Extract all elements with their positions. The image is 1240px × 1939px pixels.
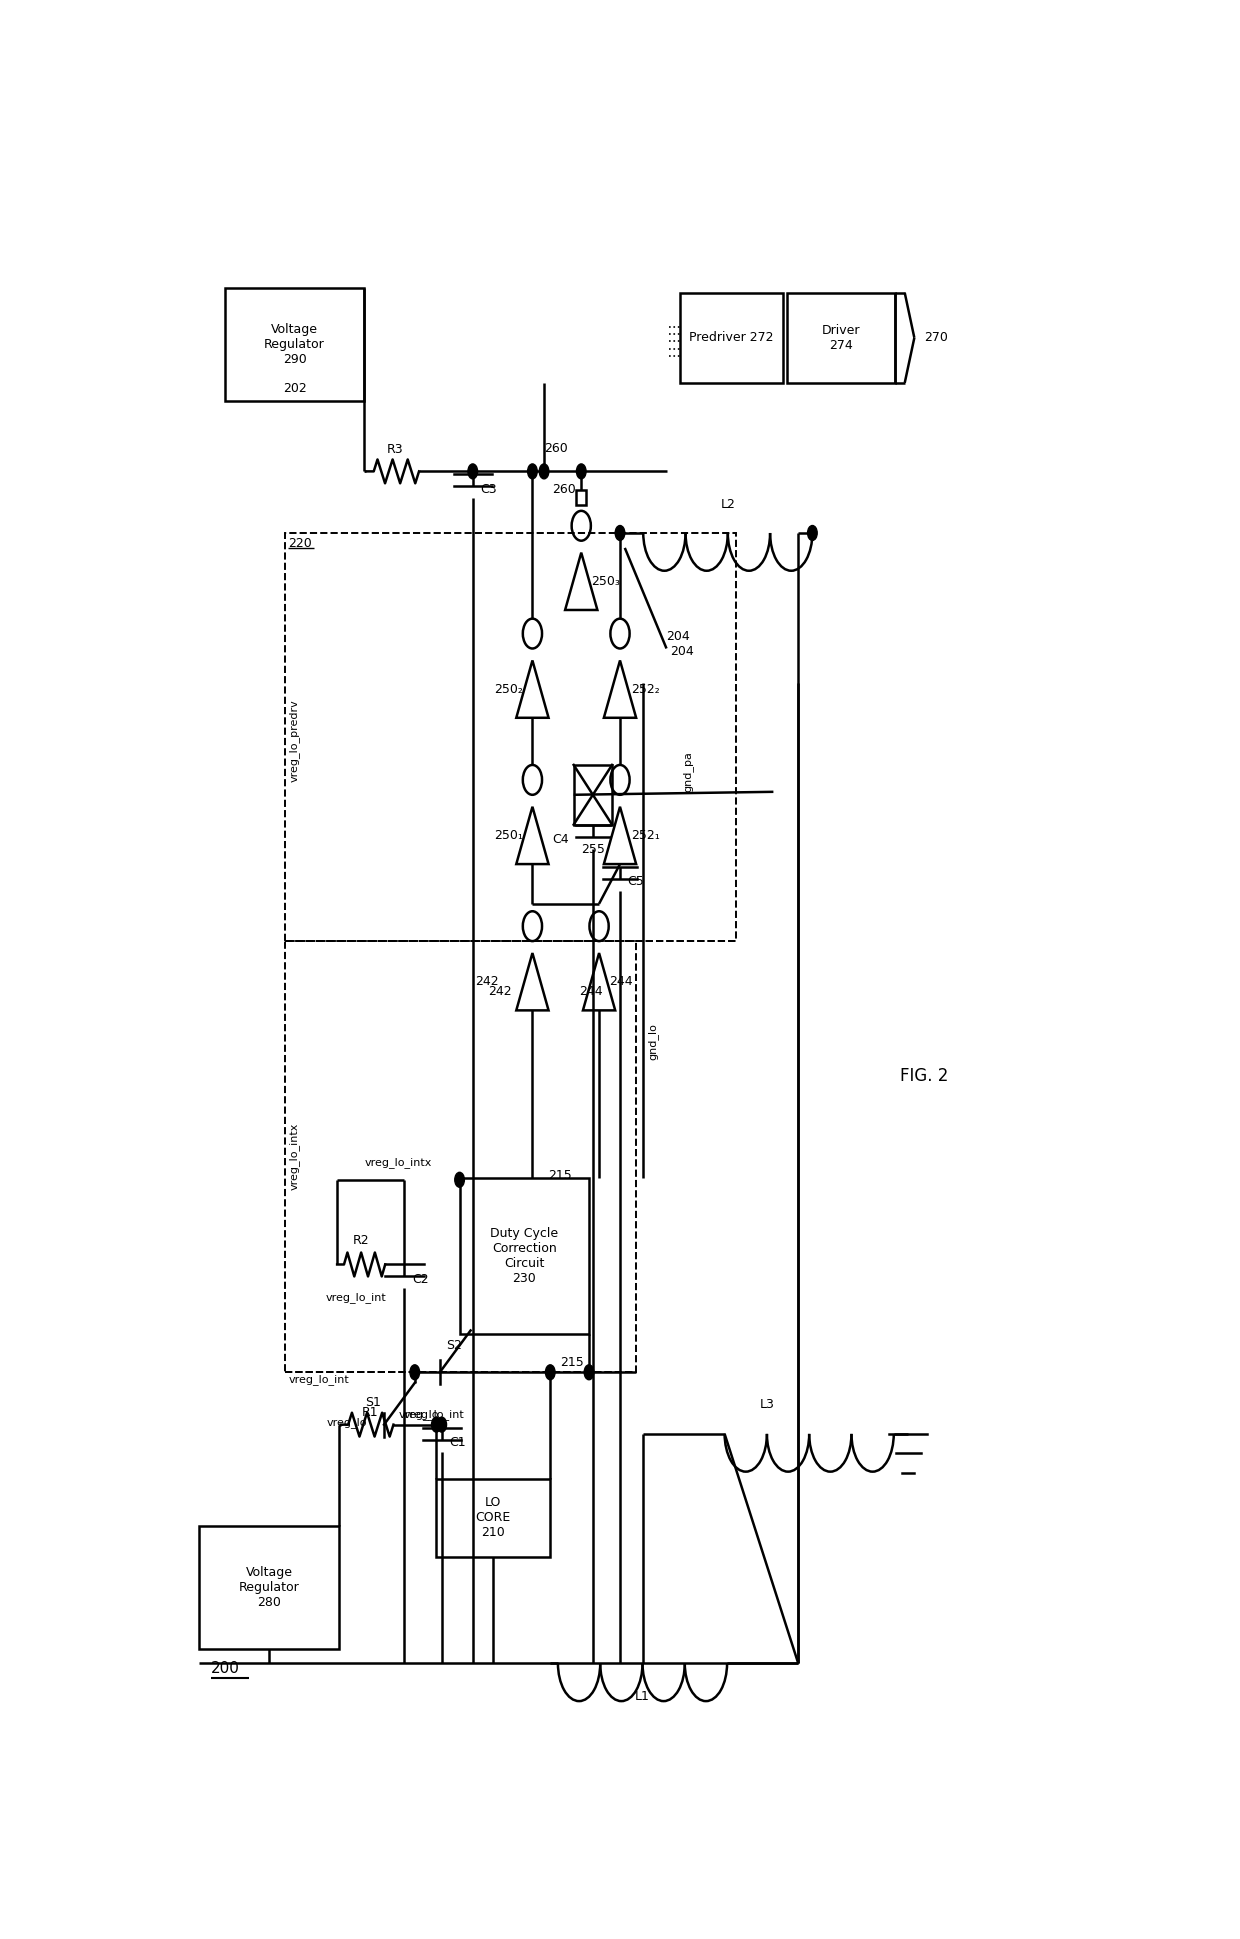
Bar: [786, 293, 895, 382]
Circle shape: [615, 525, 625, 541]
Text: vreg_lo: vreg_lo: [327, 1417, 367, 1427]
Circle shape: [539, 463, 549, 479]
Text: 204: 204: [667, 630, 691, 644]
Text: 244: 244: [609, 975, 632, 989]
Bar: [285, 940, 635, 1373]
Text: C2: C2: [412, 1272, 429, 1286]
Circle shape: [467, 463, 477, 479]
Text: Voltage
Regulator
290: Voltage Regulator 290: [264, 322, 325, 366]
Bar: [224, 289, 365, 401]
Text: 215: 215: [560, 1355, 584, 1369]
Bar: [460, 1179, 589, 1334]
Text: L3: L3: [759, 1398, 774, 1412]
Text: vreg_lo_int: vreg_lo_int: [289, 1375, 350, 1386]
Text: 215: 215: [548, 1169, 572, 1183]
Text: 242: 242: [475, 975, 498, 989]
Text: R2: R2: [353, 1233, 370, 1247]
Text: L2: L2: [720, 498, 735, 510]
Text: C4: C4: [552, 834, 569, 845]
Text: Driver
274: Driver 274: [822, 324, 861, 351]
Text: C3: C3: [480, 483, 497, 496]
Text: vreg_lo: vreg_lo: [398, 1410, 439, 1419]
Text: 255: 255: [580, 843, 605, 855]
Bar: [577, 491, 587, 504]
Text: S2: S2: [446, 1340, 463, 1351]
Text: vreg_lo_int: vreg_lo_int: [403, 1410, 464, 1419]
Circle shape: [807, 525, 817, 541]
Text: gnd_pa: gnd_pa: [682, 750, 693, 793]
Bar: [574, 764, 613, 824]
Bar: [436, 1479, 551, 1557]
Text: Voltage
Regulator
280: Voltage Regulator 280: [238, 1567, 299, 1609]
Circle shape: [584, 1365, 594, 1381]
Text: 260: 260: [552, 483, 575, 496]
Text: vreg_lo_predrv: vreg_lo_predrv: [289, 700, 300, 781]
Circle shape: [455, 1173, 465, 1187]
Circle shape: [546, 1365, 556, 1381]
Circle shape: [432, 1417, 441, 1433]
Text: vreg_lo_intx: vreg_lo_intx: [289, 1123, 300, 1191]
Text: R1: R1: [362, 1406, 378, 1419]
Circle shape: [410, 1365, 419, 1381]
Bar: [285, 533, 737, 940]
Text: C5: C5: [627, 876, 645, 888]
Text: 242: 242: [489, 985, 512, 999]
Bar: [200, 1526, 339, 1650]
Text: 244: 244: [579, 985, 603, 999]
Text: 250₃: 250₃: [591, 574, 620, 588]
Text: C1: C1: [449, 1437, 466, 1448]
Text: 260: 260: [544, 442, 568, 456]
Text: 200: 200: [211, 1662, 239, 1677]
Bar: [681, 293, 782, 382]
Text: 252₁: 252₁: [631, 828, 660, 842]
Text: vreg_lo_int: vreg_lo_int: [325, 1291, 386, 1303]
Circle shape: [528, 463, 537, 479]
Text: LO
CORE
210: LO CORE 210: [476, 1497, 511, 1540]
Circle shape: [577, 463, 587, 479]
Text: 250₂: 250₂: [494, 683, 523, 696]
Text: R3: R3: [387, 444, 404, 456]
Text: Duty Cycle
Correction
Circuit
230: Duty Cycle Correction Circuit 230: [490, 1227, 558, 1286]
Text: 270: 270: [924, 332, 947, 345]
Text: S1: S1: [365, 1396, 381, 1410]
Text: 202: 202: [283, 382, 306, 396]
Text: 204: 204: [671, 644, 694, 657]
Text: 252₂: 252₂: [631, 683, 660, 696]
Text: gnd_lo: gnd_lo: [647, 1022, 658, 1059]
Text: FIG. 2: FIG. 2: [899, 1066, 949, 1086]
Circle shape: [436, 1417, 446, 1433]
Text: L1: L1: [635, 1691, 650, 1702]
Text: vreg_lo_intx: vreg_lo_intx: [365, 1158, 432, 1167]
Text: 220: 220: [288, 537, 312, 551]
Text: Predriver 272: Predriver 272: [689, 332, 774, 345]
Text: 250₁: 250₁: [494, 828, 523, 842]
